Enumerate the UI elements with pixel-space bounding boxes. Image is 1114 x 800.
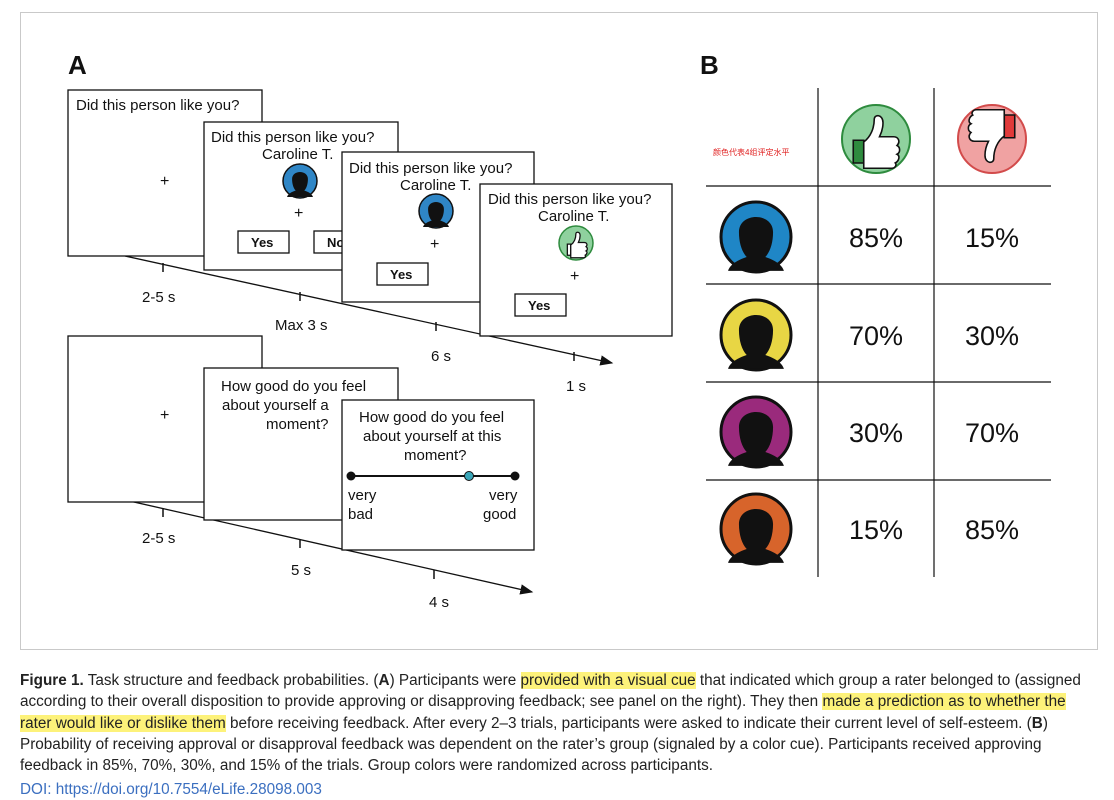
screen-mood-rating: How good do you feel about yourself at t… [341, 399, 535, 551]
yes-button-label: Yes [251, 235, 273, 250]
panel-a-label: A [68, 50, 87, 80]
mood-question-line: How good do you feel [359, 409, 504, 426]
disapprove-probability: 15% [965, 223, 1019, 253]
approve-probability: 15% [849, 515, 903, 545]
timeline-label: 2-5 s [142, 289, 175, 306]
table-row: 15% 85% [719, 492, 1019, 566]
disapprove-probability: 70% [965, 418, 1019, 448]
approve-probability: 30% [849, 418, 903, 448]
mood-question-line: How good do you feel [221, 378, 366, 395]
yes-button[interactable] [376, 262, 429, 286]
yes-button-label: Yes [390, 267, 412, 282]
thumbs-up-icon [852, 114, 901, 170]
no-button-label: No [327, 235, 344, 250]
timeline-label: 5 s [291, 562, 311, 579]
caption-text: before receiving feedback. After every 2… [225, 714, 1032, 732]
mood-question-line: about yourself at this [363, 428, 501, 445]
rating-slider-handle[interactable] [464, 471, 474, 481]
timeline-label: Max 3 s [275, 317, 328, 334]
disapprove-probability: 85% [965, 515, 1019, 545]
scale-left-label: bad [348, 506, 373, 523]
caption-panel-ref: A [378, 672, 390, 689]
disapprove-header [957, 104, 1027, 174]
timeline-ticks-top [162, 263, 575, 361]
screen-feedback: Did this person like you? Caroline T. + … [479, 183, 673, 337]
timeline-label: 6 s [431, 348, 451, 365]
caption-highlight: provided with a visual cue [520, 672, 696, 689]
caption-text: Task structure and feedback probabilitie… [83, 672, 379, 689]
scale-right-label: good [483, 506, 516, 523]
feedback-probability-table [706, 88, 1051, 577]
yes-button[interactable] [514, 293, 567, 317]
scale-left-label: very [348, 487, 377, 504]
disapprove-probability: 30% [965, 321, 1019, 351]
panel-b-label: B [700, 50, 719, 80]
mood-question-line: moment? [404, 447, 467, 464]
yes-button-label: Yes [528, 298, 550, 313]
fixation-cross: + [160, 173, 169, 190]
scale-right-label: very [489, 487, 518, 504]
timeline-label: 4 s [429, 594, 449, 611]
approve-probability: 85% [849, 223, 903, 253]
figure-illustration: A 2-5 s Max 3 s 6 s 1 s Did this person … [67, 50, 1051, 611]
caption-text: ) Participants were [389, 672, 521, 689]
figure-label: Figure 1. [20, 672, 84, 689]
table-row: 70% 30% [719, 298, 1019, 372]
table-row: 85% 15% [719, 200, 1019, 274]
fixation-cross: + [160, 407, 169, 424]
rater-name: Caroline T. [400, 177, 471, 194]
figure-caption: Figure 1. Task structure and feedback pr… [20, 670, 1100, 776]
yes-button[interactable] [237, 230, 290, 254]
mood-question-line: about yourself a [222, 397, 329, 414]
timeline-label: 1 s [566, 378, 586, 395]
fixation-cross: + [570, 268, 579, 285]
rater-name: Caroline T. [262, 146, 333, 163]
screen-question: Did this person like you? [488, 191, 651, 208]
caption-text: ) Probability of receiving approval or d… [20, 714, 1048, 775]
approve-header [841, 104, 911, 174]
timeline-label: 2-5 s [142, 530, 175, 547]
screen-question: Did this person like you? [76, 97, 239, 114]
doi-link[interactable]: DOI: https://doi.org/10.7554/eLife.28098… [20, 781, 322, 798]
table-row: 30% 70% [719, 395, 1019, 469]
scale-endpoint [510, 471, 520, 481]
approve-probability: 70% [849, 321, 903, 351]
timeline-ticks-bottom [162, 508, 435, 579]
timeline-arrow-top [124, 255, 614, 366]
scale-endpoint [346, 471, 356, 481]
caption-panel-ref: B [1031, 714, 1043, 732]
fixation-cross: + [430, 236, 439, 253]
mood-question-line: moment? [266, 416, 329, 433]
rater-name: Caroline T. [538, 208, 609, 225]
timeline-arrow-bottom [124, 499, 534, 595]
screen-question: Did this person like you? [211, 129, 374, 146]
caption-text: that indicated which group a rater belon… [20, 672, 1081, 711]
screen-question: Did this person like you? [349, 160, 512, 177]
thumbs-down-icon [967, 108, 1016, 164]
fixation-cross: + [294, 205, 303, 222]
header-note: 颜色代表4组评定水平 [713, 147, 789, 157]
